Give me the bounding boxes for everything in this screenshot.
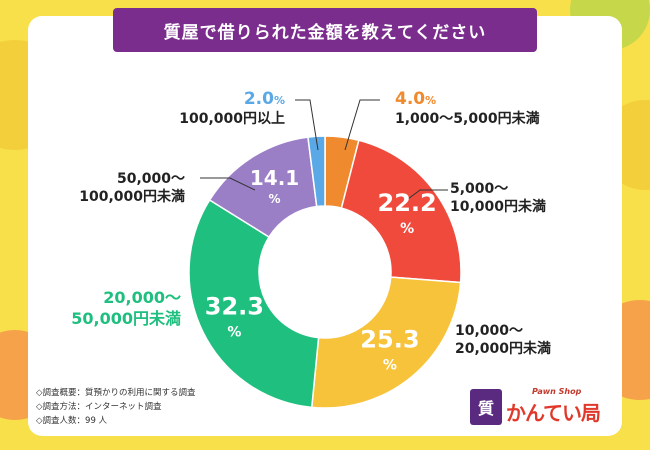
logo-subtitle: Pawn Shop	[532, 387, 582, 396]
category-label-line: 20,000〜	[103, 288, 181, 307]
leader-line	[295, 99, 319, 151]
category-label-line: 20,000円未満	[455, 341, 552, 357]
category-label-line: 100,000円未満	[79, 189, 185, 205]
donut-slice	[307, 135, 326, 208]
slice-value-label: 22.2	[378, 189, 437, 217]
note-line: ◇調査人数：99 人	[36, 416, 108, 426]
chart-title: 質屋で借りられた金額を教えてください	[113, 8, 537, 52]
donut-slice	[340, 139, 462, 284]
category-label: 5,000〜 10,000円未満	[450, 180, 546, 216]
category-label-line: 10,000円未満	[450, 199, 547, 215]
category-label: 20,000〜 50,000円未満	[71, 287, 181, 329]
note-line: ◇調査概要：質預かりの利用に関する調査	[36, 388, 196, 398]
category-label-line: 1,000〜5,000円未満	[395, 111, 540, 127]
slice-unit-label: %	[400, 221, 414, 237]
category-label-line: 50,000円未満	[71, 309, 181, 328]
leader-line	[399, 189, 448, 206]
donut-slice	[188, 198, 320, 409]
category-label: 10,000〜 20,000円未満	[455, 322, 551, 358]
slice-unit-label: %	[269, 192, 281, 206]
category-label-line: 10,000〜	[455, 323, 524, 339]
logo-name: かんてい局	[506, 401, 601, 425]
category-label: 2.0% 100,000円以上	[179, 90, 285, 128]
leader-line	[200, 177, 256, 191]
slice-percent-label: 4.0%	[395, 89, 437, 109]
slice-percent-label: 2.0%	[243, 89, 285, 109]
category-label-line: 100,000円以上	[179, 111, 285, 127]
slice-value-label: 14.1	[250, 166, 299, 190]
brand-logo: 質 Pawn Shop かんてい局	[470, 387, 620, 427]
slice-unit-label: %	[227, 325, 241, 341]
category-label-line: 50,000〜	[116, 171, 185, 187]
slice-value-label: 25.3	[360, 325, 419, 353]
slice-value-label: 32.3	[205, 293, 264, 321]
slice-unit-label: %	[383, 357, 397, 373]
category-label: 4.0% 1,000〜5,000円未満	[395, 90, 540, 128]
leader-line	[344, 99, 380, 151]
category-label-line: 5,000〜	[450, 181, 509, 197]
donut-slice	[310, 276, 462, 409]
category-label: 50,000〜 100,000円未満	[79, 170, 185, 206]
note-line: ◇調査方法：インターネット調査	[36, 402, 162, 412]
pawn-badge-icon: 質	[470, 389, 502, 425]
survey-notes: ◇調査概要：質預かりの利用に関する調査 ◇調査方法：インターネット調査 ◇調査人…	[36, 386, 196, 428]
